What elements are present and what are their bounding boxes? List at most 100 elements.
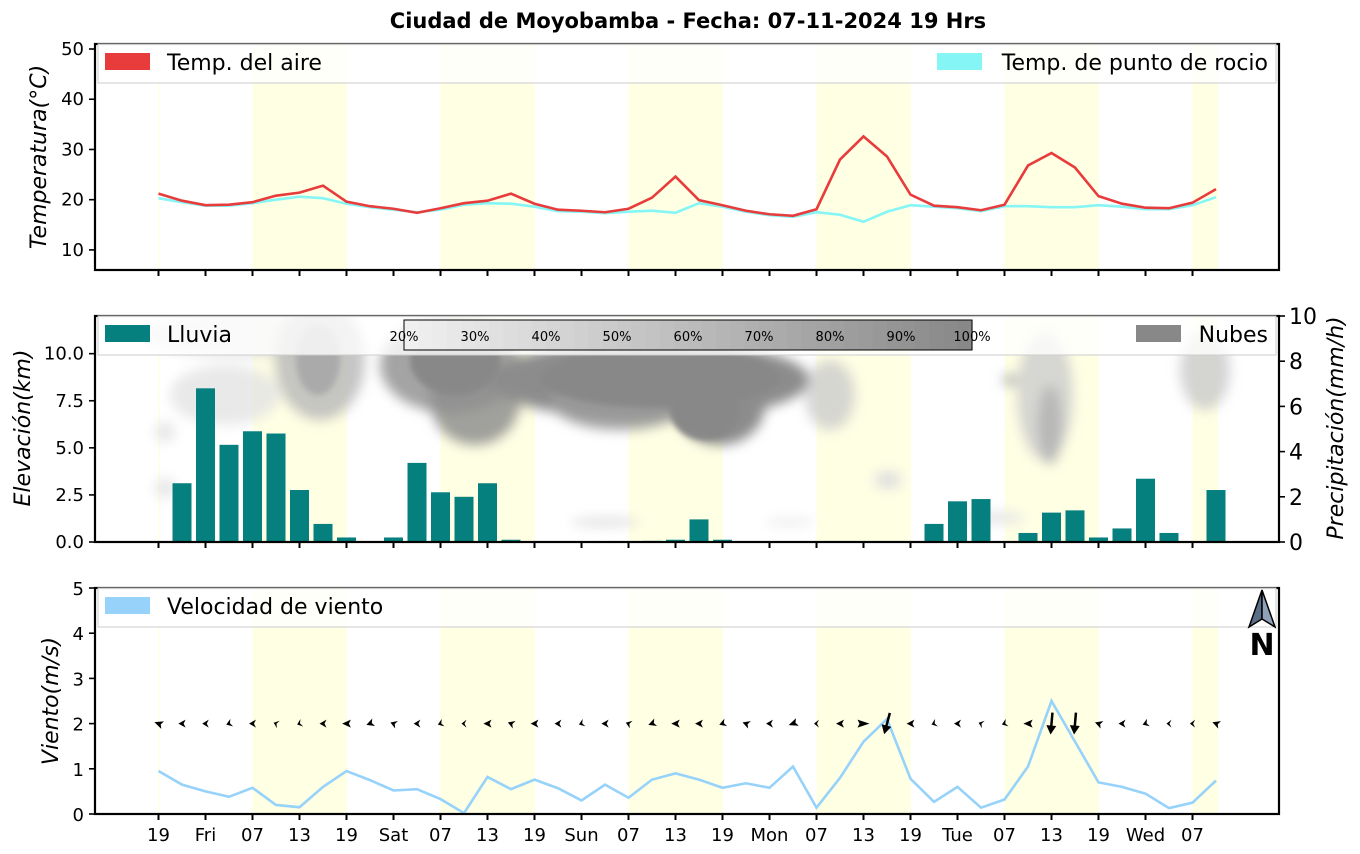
wind-arrow [202,719,209,728]
wind-arrow [766,719,773,728]
wind-arrow [1142,718,1150,727]
wind-arrow [366,718,376,727]
wind-arrow [437,718,445,727]
legend-swatch-rain [105,325,150,342]
rain-bar [689,519,709,542]
wind-arrow [578,718,586,727]
wind-arrow [742,721,751,729]
x-tick-label: 19 [335,825,358,846]
wind-arrow [857,719,870,728]
x-tick-label: 07 [993,825,1016,846]
y-tick-label: 5.0 [55,438,84,459]
wind-arrow [390,720,398,729]
wind-arrow [719,718,728,727]
y-tick-label: 10.0 [44,344,84,365]
y-tick-label: 4 [73,624,84,645]
rain-bar [243,431,262,542]
wind-arrow [249,719,256,728]
precipitation-panel: 0.0 2.5 5.0 7.5 10.0 0 2 4 6 8 10 Elevación(km) P… [11,305,1349,556]
wind-arrow [601,719,609,728]
y-tick-label-right: 2 [1289,486,1303,511]
rain-bar [407,462,427,542]
colorbar-label: 80% [816,330,845,345]
wind-arrow [530,719,539,728]
rain-bar [1018,532,1038,542]
rain-bars [172,388,1226,542]
rain-bar [948,501,967,542]
wind-arrow [1118,719,1126,728]
y-tick-label-right: 6 [1289,395,1303,420]
x-tick-label: Wed [1126,825,1165,846]
x-tick-label: Mon [751,825,789,846]
rain-bar [971,499,991,542]
wind-arrow [1094,721,1104,729]
north-label: N [1249,628,1274,663]
wind-arrow [1189,719,1196,728]
x-tick-label: 19 [899,825,922,846]
wind-arrow [814,719,819,728]
rain-bar [313,523,333,542]
rain-bar [454,496,474,542]
rain-bar [337,537,356,542]
wind-arrow [978,720,985,729]
chart-title: Ciudad de Moyobamba - Fecha: 07-11-2024 … [390,9,986,33]
wind-arrow [319,719,327,728]
x-tick-label: Fri [195,825,216,846]
cloud-cover-colorbar: 20% 30% 40% 50% 60% 70% 80% 90% 100% [390,319,991,351]
wind-arrow [342,719,351,728]
legend-label-wind: Velocidad de viento [167,595,383,620]
rain-bar [431,492,450,542]
x-tick-label: 13 [1040,825,1063,846]
wind-arrow [1001,718,1009,727]
y-tick-label: 5 [73,579,84,600]
daylight-band [158,588,160,814]
y-tick-label: 7.5 [55,391,84,412]
colorbar-label: 60% [674,330,703,345]
y-tick-label: 10 [61,240,84,261]
colorbar-label: 20% [390,330,419,345]
y-tick-label: 3 [73,669,84,690]
wind-arrow [178,719,186,728]
x-tick-label: Sat [379,825,409,846]
wind-arrow [483,719,492,728]
x-tick-label: 13 [664,825,687,846]
wind-arrow [954,719,961,728]
y-tick-label-right: 10 [1289,305,1317,330]
x-axis-ticks: 19 Fri 07 13 19 Sat 07 13 19 Sun 07 13 19 Mon 07 13 19 Tu… [147,270,1204,846]
legend-label-dew: Temp. de punto de rocio [1001,51,1268,76]
temperature-panel: 10 20 30 40 50 Temperatura(°C) Temp. del air… [27,39,1281,272]
rain-bar [1042,512,1061,542]
wind-arrow [836,719,844,728]
rain-bar [501,539,521,542]
colorbar-label: 70% [745,330,774,345]
north-arrow-icon: N [1247,589,1277,663]
x-tick-label: Sun [564,825,598,846]
x-tick-label: Tue [941,825,973,846]
x-tick-label: 13 [852,825,875,846]
wind-arrow [154,721,164,729]
rain-bar [478,483,497,542]
dewpoint-series-line [158,195,1217,224]
rain-bar [266,433,286,542]
daylight-band [158,44,160,270]
wind-arrow [881,712,892,735]
rain-bar [713,539,732,542]
y-tick-label-right: 0 [1289,531,1303,556]
x-tick-label: 19 [147,825,170,846]
wind-arrow [1212,721,1221,729]
wind-arrow [461,719,467,728]
air-temperature-series-line [158,134,1217,218]
legend-swatch-clouds [1136,325,1181,342]
x-tick-label: 07 [617,825,640,846]
wind-arrow [554,719,562,728]
wind-arrow [625,720,633,729]
wind-arrow [273,720,280,729]
rain-bar [666,539,685,542]
legend-swatch-wind [105,597,150,614]
wind-arrow [931,718,938,727]
rain-bar [172,483,192,542]
y-tick-label: 30 [61,139,84,160]
wind-arrow [695,719,703,728]
y-tick-label: 20 [61,190,84,211]
legend-swatch-air [105,53,150,70]
